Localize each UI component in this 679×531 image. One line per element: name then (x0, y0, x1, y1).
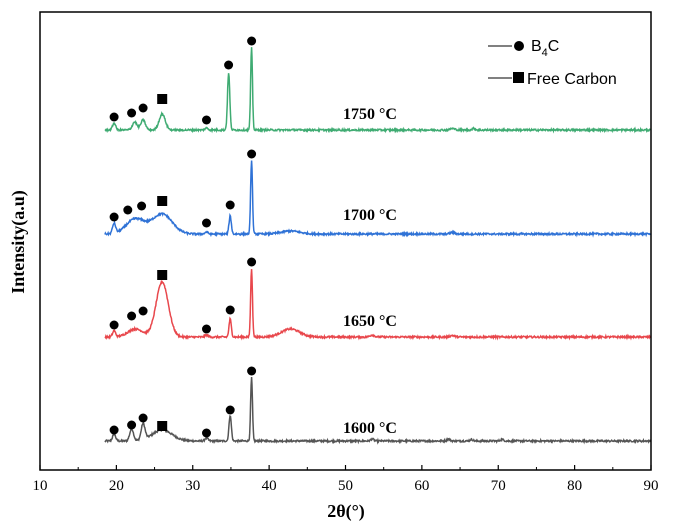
legend-entry-b4c: B4C (531, 38, 559, 59)
legend-b4c-prefix: B (531, 38, 542, 55)
series-line-3 (104, 160, 652, 238)
b4c-peak-marker (225, 405, 235, 415)
b4c-peak-marker (138, 306, 148, 316)
legend-b4c-suffix: C (548, 38, 560, 55)
b4c-peak-marker (247, 366, 257, 376)
b4c-peak-marker (109, 112, 119, 122)
legend-b4c-sub: 4 (542, 47, 548, 59)
b4c-peak-marker (202, 218, 211, 228)
axes-layer: 10 20 30 40 50 60 70 80 90 (33, 11, 659, 494)
series-layer (104, 47, 652, 445)
y-axis-title: Intensity(a.u) (8, 190, 29, 294)
x-tick-label: 90 (644, 478, 659, 494)
marker-layer (109, 36, 257, 438)
b4c-peak-marker (137, 201, 147, 211)
temperature-label: 1750 °C (343, 106, 397, 123)
x-tick-label: 80 (567, 478, 582, 494)
x-tick-label: 10 (33, 478, 48, 494)
b4c-peak-marker (127, 420, 137, 430)
legend-entry-free-carbon: Free Carbon (527, 71, 617, 88)
b4c-peak-marker (247, 257, 257, 267)
x-axis-title: 2θ(°) (327, 501, 365, 522)
x-tick-label: 70 (491, 478, 506, 494)
free-carbon-peak-marker (157, 196, 168, 206)
temperature-label: 1600 °C (343, 420, 397, 437)
legend-circle-marker (514, 41, 524, 51)
temperature-label: 1650 °C (343, 313, 397, 330)
b4c-peak-marker (202, 324, 211, 334)
temperature-label: 1700 °C (343, 207, 397, 224)
b4c-peak-marker (109, 212, 119, 222)
b4c-peak-marker (247, 36, 257, 46)
free-carbon-peak-marker (157, 94, 168, 104)
b4c-peak-marker (202, 428, 211, 438)
b4c-peak-marker (109, 425, 119, 435)
x-tick-label: 40 (262, 478, 277, 494)
legend-square-marker (513, 72, 524, 83)
b4c-peak-marker (127, 108, 137, 118)
series-line-4 (104, 47, 652, 134)
b4c-peak-marker (127, 311, 137, 321)
legend: B4C Free Carbon (488, 38, 617, 88)
b4c-peak-marker (138, 103, 148, 113)
b4c-peak-marker (225, 200, 235, 210)
x-tick-label: 30 (185, 478, 200, 494)
series-line-1 (104, 377, 652, 445)
free-carbon-peak-marker (157, 270, 168, 280)
temperature-labels: 1600 °C 1650 °C 1700 °C 1750 °C (343, 106, 397, 437)
series-line-2 (104, 269, 651, 341)
b4c-peak-marker (225, 305, 235, 315)
b4c-peak-marker (138, 413, 148, 423)
x-tick-label: 50 (338, 478, 353, 494)
x-tick-label: 20 (109, 478, 124, 494)
b4c-peak-marker (224, 60, 234, 70)
b4c-peak-marker (247, 149, 257, 159)
b4c-peak-marker (202, 115, 211, 125)
free-carbon-peak-marker (157, 421, 168, 431)
b4c-peak-marker (109, 320, 119, 330)
x-tick-label: 60 (414, 478, 429, 494)
b4c-peak-marker (123, 205, 133, 215)
